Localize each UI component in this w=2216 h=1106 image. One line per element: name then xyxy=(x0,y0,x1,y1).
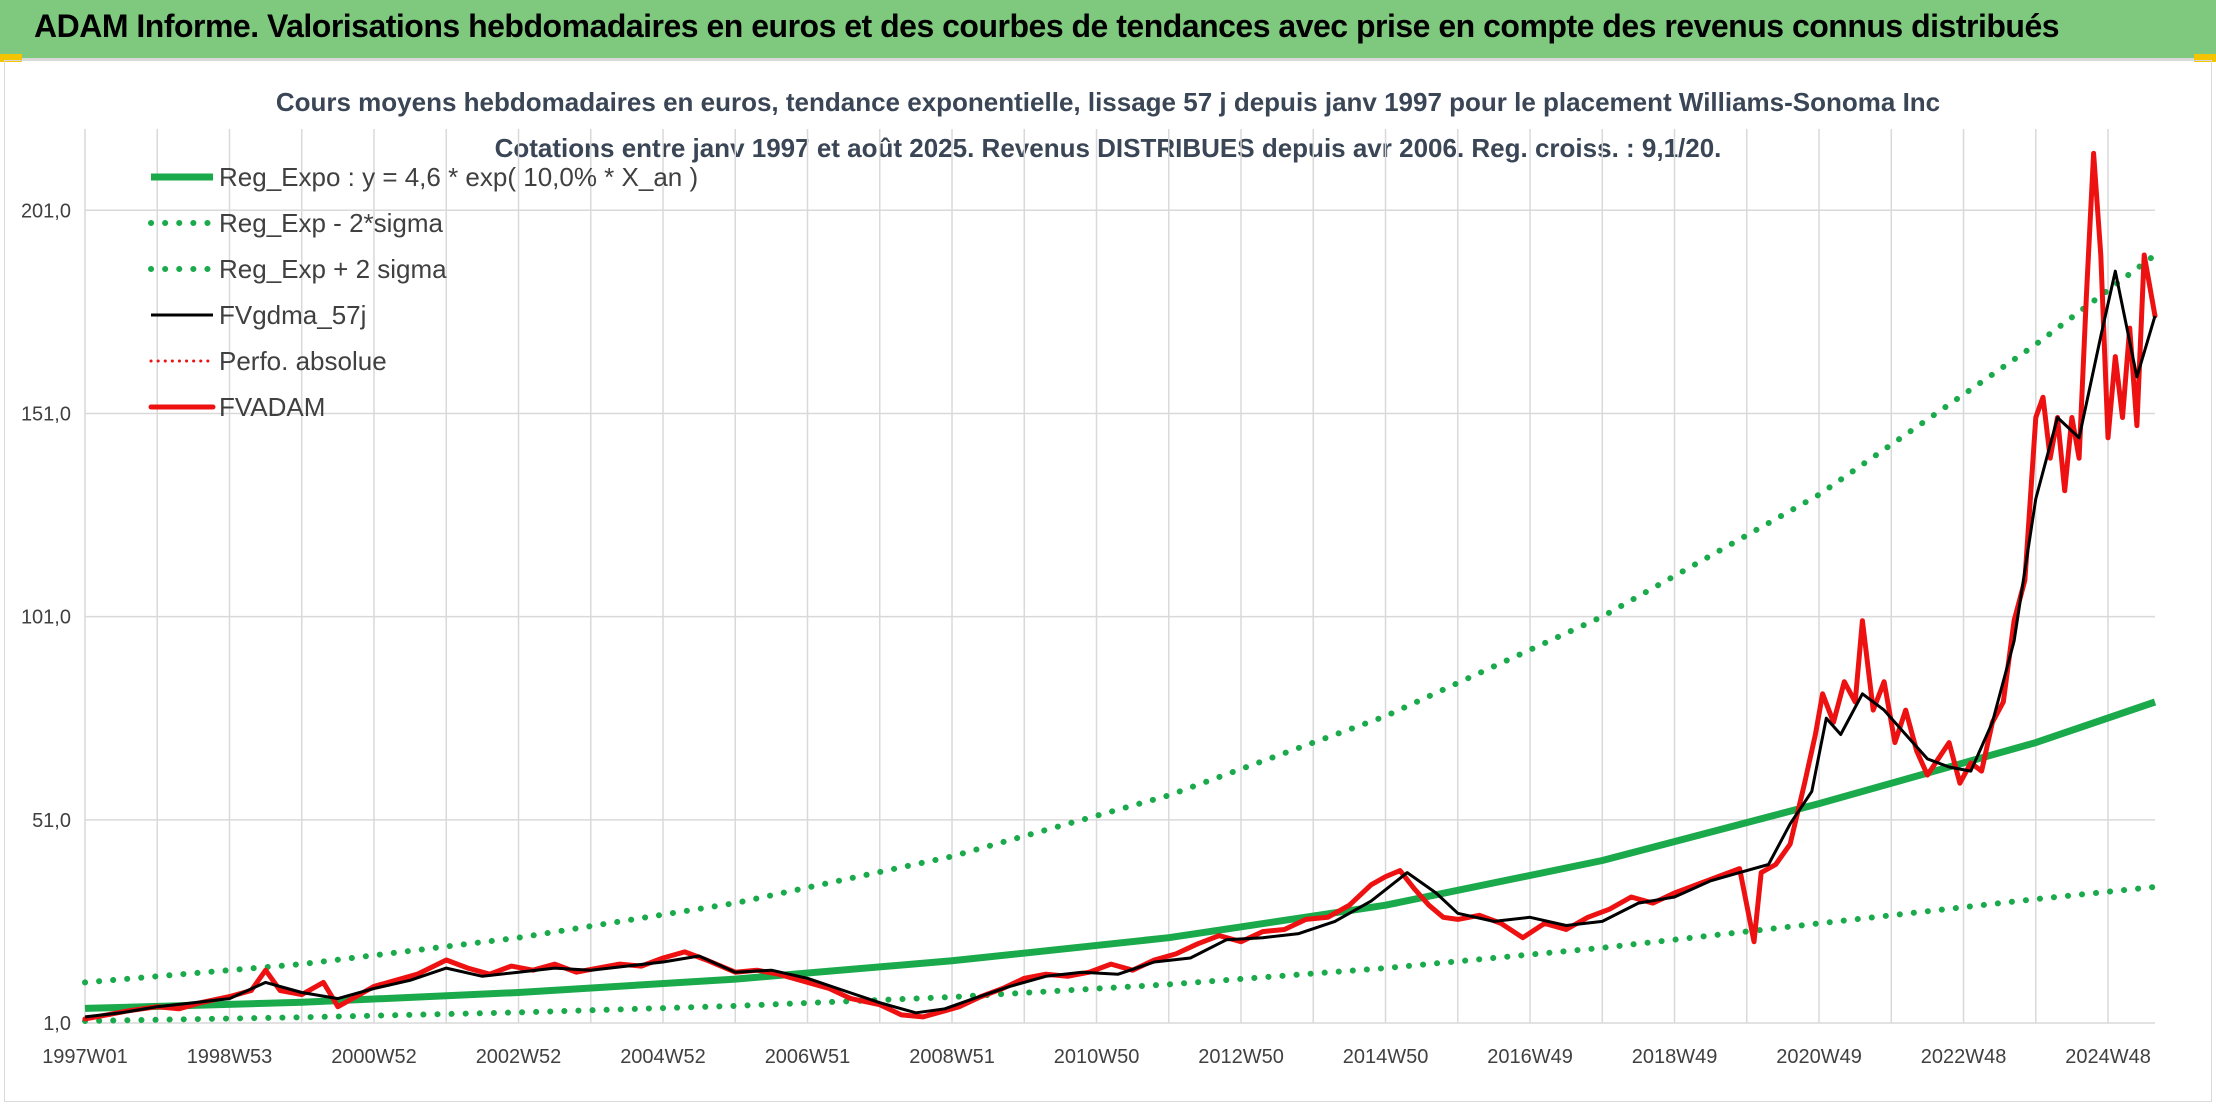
report-title: ADAM Informe. Valorisations hebdomadaire… xyxy=(34,8,2060,44)
x-tick-label: 2020W49 xyxy=(1776,1046,1862,1068)
corner-marker xyxy=(0,54,22,62)
x-tick-label: 2004W52 xyxy=(620,1046,706,1068)
corner-marker xyxy=(2194,54,2216,62)
x-tick-label: 2012W50 xyxy=(1198,1046,1284,1068)
y-tick-label: 151,0 xyxy=(21,403,71,425)
x-tick-label: 2016W49 xyxy=(1487,1046,1573,1068)
x-axis: 1997W01 1998W53 2000W52 2002W52 2004W52 2006W… xyxy=(42,1046,2151,1068)
x-tick-label: 2022W48 xyxy=(1921,1046,2007,1068)
y-axis: 1,0 51,0 101,0 151,0 201,0 xyxy=(21,200,71,1035)
series-reg-expo-line xyxy=(84,698,2157,1012)
x-tick-label: 2008W51 xyxy=(909,1046,995,1068)
x-tick-label: 1998W53 xyxy=(187,1046,273,1068)
chart-title: Cours moyens hebdomadaires en euros, ten… xyxy=(276,87,1940,117)
legend: Reg_Expo : y = 4,6 * exp( 10,0% * X_an )… xyxy=(148,162,698,422)
legend-label: Reg_Expo : y = 4,6 * exp( 10,0% * X_an ) xyxy=(219,162,698,192)
legend-label: Perfo. absolue xyxy=(219,346,387,376)
chart-subtitle: Cotations entre janv 1997 et août 2025. … xyxy=(495,133,1722,163)
series-layer xyxy=(82,150,2158,1024)
series-fvadam-line xyxy=(82,150,2158,1022)
legend-label: Reg_Exp + 2 sigma xyxy=(219,254,447,284)
y-tick-label: 1,0 xyxy=(43,1013,71,1035)
x-tick-label: 2000W52 xyxy=(331,1046,417,1068)
series-fvgdma-line xyxy=(84,269,2157,1019)
x-tick-label: 2002W52 xyxy=(476,1046,562,1068)
legend-label: FVADAM xyxy=(219,392,325,422)
legend-label: FVgdma_57j xyxy=(219,300,366,330)
x-tick-label: 2018W49 xyxy=(1632,1046,1718,1068)
y-tick-label: 201,0 xyxy=(21,200,71,222)
legend-label: Reg_Exp - 2*sigma xyxy=(219,208,444,238)
chart-frame: Cours moyens hebdomadaires en euros, ten… xyxy=(4,60,2212,1102)
x-tick-label: 2010W50 xyxy=(1054,1046,1140,1068)
x-tick-label: 2024W48 xyxy=(2065,1046,2151,1068)
x-tick-label: 1997W01 xyxy=(42,1046,128,1068)
x-tick-label: 2006W51 xyxy=(765,1046,851,1068)
x-tick-label: 2014W50 xyxy=(1343,1046,1429,1068)
series-reg-minus-2sigma-line xyxy=(82,883,2158,1024)
series-reg-plus-2sigma-line xyxy=(82,252,2158,986)
y-tick-label: 101,0 xyxy=(21,607,71,629)
header-bar: ADAM Informe. Valorisations hebdomadaire… xyxy=(0,0,2216,60)
line-chart: Cours moyens hebdomadaires en euros, ten… xyxy=(21,87,2158,1068)
y-tick-label: 51,0 xyxy=(32,810,71,832)
